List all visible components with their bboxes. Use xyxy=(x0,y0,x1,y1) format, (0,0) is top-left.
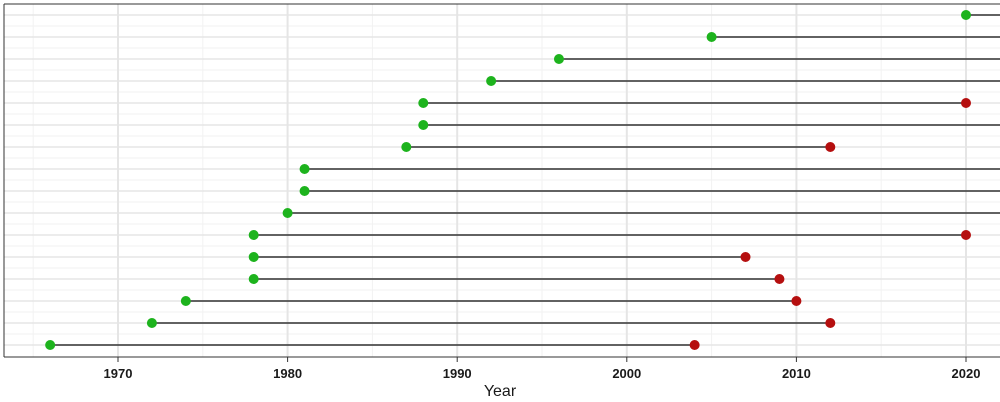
x-tick-label: 1990 xyxy=(443,366,472,381)
start-point xyxy=(299,164,310,174)
x-axis-title: Year xyxy=(484,383,517,400)
end-point xyxy=(774,274,785,284)
start-point xyxy=(418,98,429,108)
timeline-points xyxy=(45,10,971,350)
end-point xyxy=(791,296,802,306)
end-point xyxy=(825,142,836,152)
x-tick-label: 1980 xyxy=(273,366,302,381)
start-point xyxy=(146,318,157,328)
start-point xyxy=(706,32,717,42)
start-point xyxy=(45,340,56,350)
timeline-segments xyxy=(50,14,1000,346)
x-tick-label: 2020 xyxy=(952,366,981,381)
start-point xyxy=(282,208,293,218)
start-point xyxy=(248,230,259,240)
end-point xyxy=(825,318,836,328)
end-point xyxy=(961,230,971,240)
end-point xyxy=(740,252,751,262)
start-point xyxy=(180,296,191,306)
start-point xyxy=(401,142,412,152)
start-point xyxy=(248,252,259,262)
start-point xyxy=(961,10,971,20)
start-point xyxy=(299,186,310,196)
x-tick-label: 2010 xyxy=(782,366,811,381)
start-point xyxy=(486,76,497,86)
start-point xyxy=(553,54,564,64)
x-axis-ticks: 1970 1980 1990 2000 2010 2020 xyxy=(104,357,981,381)
x-tick-label: 1970 xyxy=(104,366,133,381)
x-tick-label: 2000 xyxy=(612,366,641,381)
start-point xyxy=(418,120,429,130)
end-point xyxy=(961,98,971,108)
end-point xyxy=(689,340,700,350)
start-point xyxy=(248,274,259,284)
